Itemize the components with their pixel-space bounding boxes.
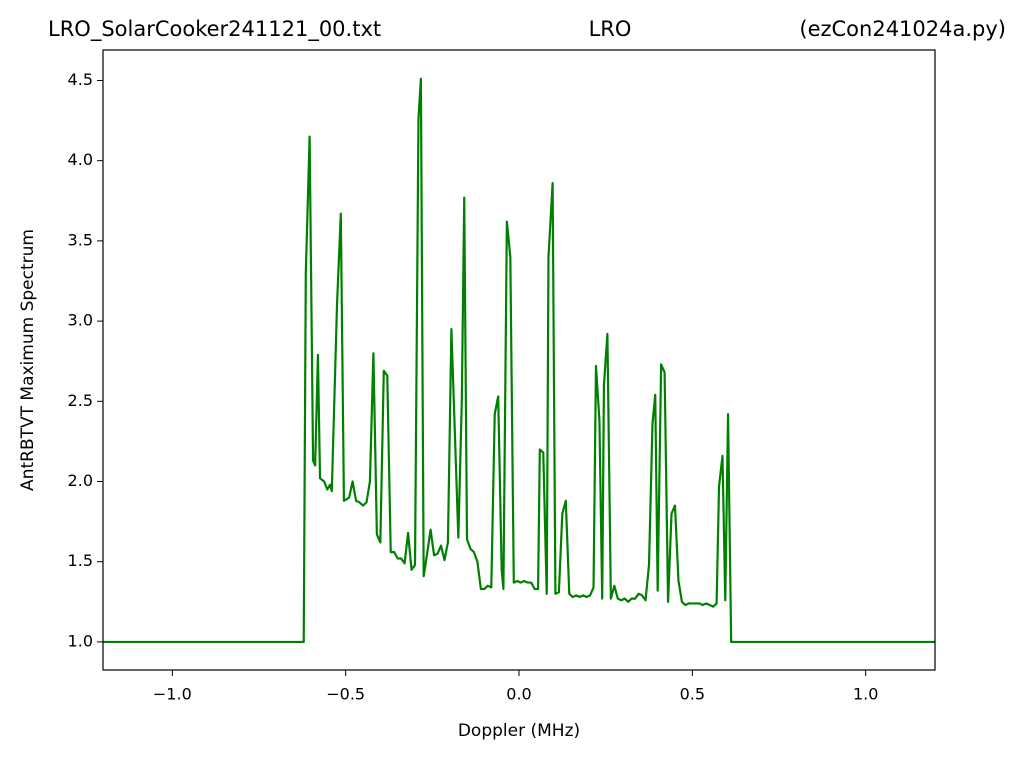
x-tick-label: 0.5 (680, 685, 705, 704)
x-tick-label: 0.0 (506, 685, 531, 704)
chart-title-center: LRO (589, 17, 632, 41)
chart-title-left: LRO_SolarCooker241121_00.txt (48, 17, 381, 42)
x-axis-label: Doppler (MHz) (458, 721, 580, 741)
y-tick-label: 1.0 (68, 631, 93, 650)
chart-title-right: (ezCon241024a.py) (799, 17, 1006, 41)
y-tick-label: 3.5 (68, 230, 93, 249)
x-tick-label: −0.5 (326, 685, 365, 704)
y-tick-label: 1.5 (68, 551, 93, 570)
y-tick-label: 4.0 (68, 150, 93, 169)
x-tick-label: −1.0 (153, 685, 192, 704)
y-tick-label: 3.0 (68, 311, 93, 330)
data-line (103, 77, 935, 644)
y-tick-label: 2.0 (68, 471, 93, 490)
plot-frame (102, 49, 936, 671)
x-tick-label: 1.0 (853, 685, 878, 704)
y-tick-label: 4.5 (68, 70, 93, 89)
y-axis-label: AntRBTVT Maximum Spectrum (18, 229, 38, 491)
y-tick-label: 2.5 (68, 391, 93, 410)
